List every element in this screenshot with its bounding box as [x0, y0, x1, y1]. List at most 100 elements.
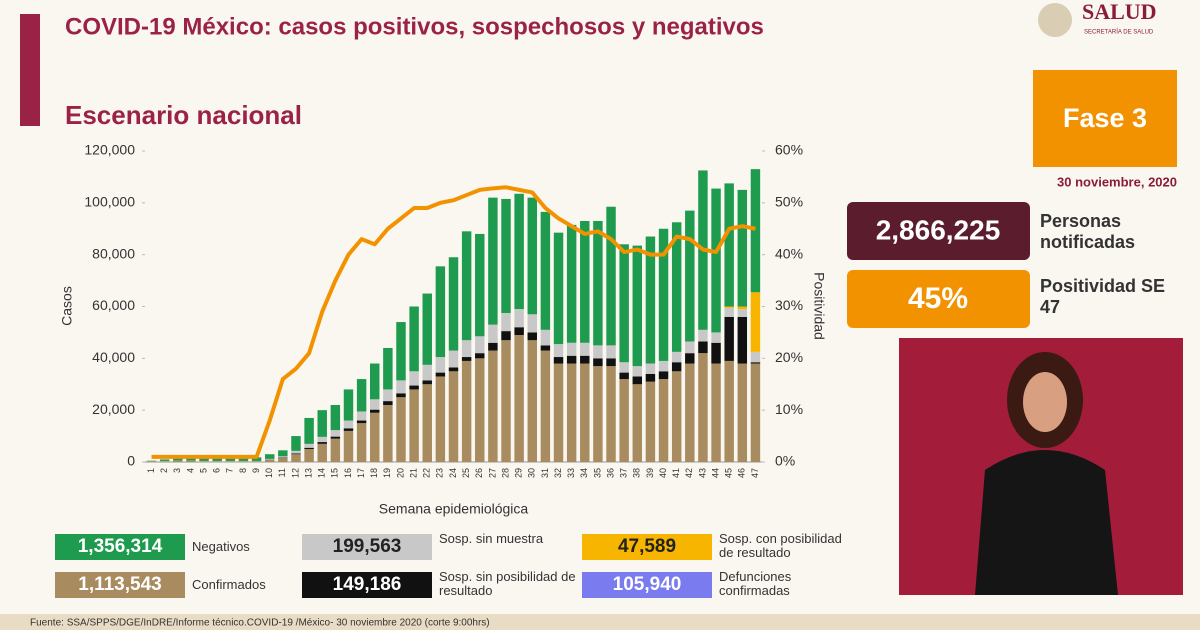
x-tick-label: 12: [290, 468, 300, 478]
bar-segment: [278, 450, 288, 457]
legend-total: 199,563: [302, 534, 432, 560]
bar-segment: [304, 447, 314, 450]
x-tick-label: 13: [303, 468, 313, 478]
bar-segment: [527, 197, 537, 315]
bar-segment: [750, 351, 761, 363]
bar-segment: [238, 461, 249, 462]
bar-segment: [501, 331, 511, 341]
x-tick-label: 43: [697, 468, 707, 478]
bar-segment: [422, 364, 432, 381]
bar-segment: [278, 458, 288, 462]
legend-total: 1,356,314: [55, 534, 185, 560]
bar-segment: [461, 357, 472, 361]
bar-segment: [475, 353, 485, 359]
bar-segment: [475, 336, 485, 354]
logo-emblem: [1038, 3, 1072, 37]
bar-segment: [475, 233, 485, 337]
footer: Fuente: SSA/SPPS/DGE/InDRE/Informe técni…: [30, 618, 490, 629]
bar-segment: [540, 345, 551, 351]
bar-segment: [711, 363, 721, 462]
bar-segment: [553, 357, 564, 364]
positivity-line: [151, 185, 756, 459]
bar-segment: [435, 266, 446, 358]
bar-segment: [173, 460, 183, 462]
x-tick-label: 31: [540, 468, 550, 478]
bar-segment: [711, 188, 721, 333]
x-tick-label: 2: [159, 468, 169, 473]
x-tick-label: 8: [238, 468, 248, 473]
bar-segment: [461, 340, 472, 358]
bar-segment: [737, 316, 748, 364]
bar-segment: [501, 198, 511, 313]
footer-bar: [0, 614, 1200, 630]
x-tick-label: 29: [514, 468, 524, 478]
x-axis-title: Semana epidemiológica: [379, 501, 529, 517]
bar-segment: [593, 220, 603, 346]
bar-segment: [724, 183, 734, 307]
bar-segment: [488, 342, 498, 351]
y-tick-label: 80,000: [92, 245, 135, 261]
bar-segment: [251, 457, 262, 461]
notified: 2,866,225: [876, 214, 1001, 245]
bar-segment: [304, 417, 314, 444]
bar-segment: [658, 379, 669, 462]
bar-segment: [304, 449, 314, 462]
bar-segment: [750, 292, 761, 352]
x-tick-label: 9: [251, 468, 261, 473]
bar-segment: [159, 461, 170, 462]
x-tick-label: 44: [710, 468, 720, 478]
bar-segment: [514, 193, 524, 310]
bar-segment: [343, 389, 354, 421]
x-tick-label: 17: [356, 468, 366, 478]
bar-segment: [278, 456, 288, 458]
x-tick-label: 37: [619, 468, 629, 478]
bar-segment: [724, 307, 734, 317]
bar-segment: [212, 457, 222, 461]
bar-segment: [330, 436, 341, 439]
bar-segment: [619, 362, 629, 373]
x-tick-label: 18: [369, 468, 379, 478]
bar-segment: [645, 363, 656, 374]
bar-segment: [658, 371, 669, 380]
bar-segment: [422, 293, 432, 365]
x-tick-label: 19: [382, 468, 392, 478]
bar-segment: [396, 397, 406, 462]
bar-segment: [514, 335, 524, 462]
subtitle: Escenario nacional: [65, 100, 302, 130]
accent-bar: [20, 14, 40, 126]
bar-segment: [593, 366, 603, 462]
bar-segment: [580, 342, 590, 356]
bar-segment: [304, 443, 314, 448]
bar-segment: [291, 436, 301, 451]
bar-segment: [435, 376, 446, 462]
logo: SALUD: [1082, 0, 1157, 24]
bar-segment: [540, 329, 551, 346]
bar-segment: [356, 420, 367, 424]
notified-box: [847, 202, 1030, 260]
y-tick-label: 0: [127, 453, 135, 469]
y-tick-label: 120,000: [84, 142, 135, 158]
bar-segment: [186, 460, 196, 462]
y2-tick-label: 10%: [775, 401, 803, 417]
bar-segment: [251, 461, 262, 462]
y2-tick-label: 60%: [775, 142, 803, 158]
bar-segment: [422, 384, 432, 462]
bar-segment: [580, 355, 590, 364]
bar-segment: [225, 461, 236, 462]
bar-segment: [370, 409, 380, 413]
legend-total: 149,186: [302, 572, 432, 598]
bar-segment: [685, 210, 695, 342]
bar-segment: [553, 344, 564, 358]
bar-segment: [370, 363, 380, 400]
bar-segment: [724, 316, 734, 361]
bar-segment: [396, 322, 406, 381]
bar-segment: [606, 206, 616, 346]
y2-tick-label: 40%: [775, 245, 803, 261]
x-tick-label: 38: [632, 468, 642, 478]
bar-segment: [356, 379, 367, 412]
bar-segment: [461, 231, 472, 341]
x-tick-label: 34: [579, 468, 589, 478]
bar-segment: [409, 306, 419, 372]
bar-segment: [291, 454, 301, 462]
bar-segment: [737, 363, 748, 462]
